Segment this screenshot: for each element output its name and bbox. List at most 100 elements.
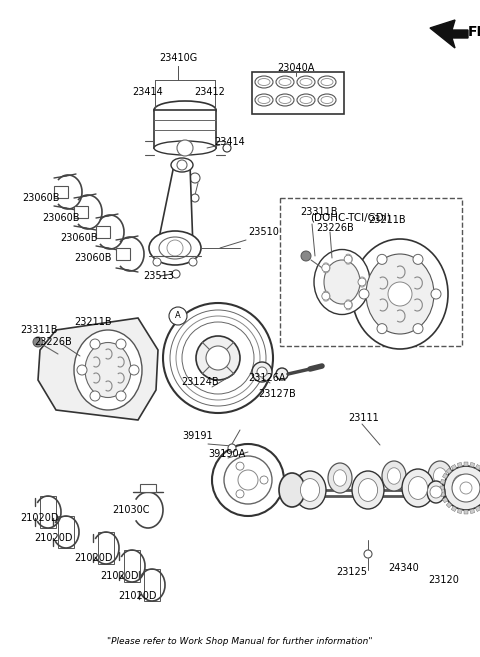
- Bar: [74, 206, 88, 218]
- Circle shape: [129, 365, 139, 375]
- Circle shape: [191, 194, 199, 202]
- Text: 23126A: 23126A: [248, 373, 286, 383]
- Circle shape: [257, 367, 267, 377]
- Ellipse shape: [314, 250, 370, 315]
- Ellipse shape: [276, 76, 294, 88]
- Text: 23414: 23414: [132, 87, 163, 97]
- Circle shape: [196, 336, 240, 380]
- Ellipse shape: [279, 78, 291, 85]
- Polygon shape: [470, 463, 475, 467]
- Text: 23060B: 23060B: [22, 193, 60, 203]
- Ellipse shape: [171, 158, 193, 172]
- Ellipse shape: [328, 463, 352, 493]
- Ellipse shape: [85, 342, 131, 397]
- Ellipse shape: [359, 478, 378, 501]
- Circle shape: [358, 278, 366, 286]
- Text: 23311B: 23311B: [20, 325, 58, 335]
- Text: (DOHC-TCI/GDI): (DOHC-TCI/GDI): [310, 212, 391, 222]
- Text: 21020D: 21020D: [100, 571, 139, 581]
- Polygon shape: [430, 20, 468, 48]
- Bar: [58, 516, 74, 548]
- Circle shape: [236, 490, 244, 498]
- Text: 23060B: 23060B: [42, 213, 80, 223]
- Bar: [140, 484, 156, 492]
- Text: 23412: 23412: [194, 87, 226, 97]
- Circle shape: [276, 368, 288, 380]
- Circle shape: [228, 444, 236, 452]
- Polygon shape: [446, 502, 452, 508]
- Polygon shape: [443, 473, 448, 479]
- Circle shape: [377, 324, 387, 334]
- Circle shape: [167, 240, 183, 256]
- Circle shape: [223, 144, 231, 152]
- Ellipse shape: [352, 471, 384, 509]
- Circle shape: [170, 310, 266, 406]
- Circle shape: [116, 391, 126, 401]
- Ellipse shape: [294, 471, 326, 509]
- Circle shape: [301, 251, 311, 261]
- Text: 23311B: 23311B: [300, 207, 337, 217]
- Text: FR.: FR.: [468, 25, 480, 39]
- Circle shape: [260, 476, 268, 484]
- Polygon shape: [440, 480, 445, 484]
- Bar: [154, 110, 216, 148]
- Ellipse shape: [318, 76, 336, 88]
- Circle shape: [413, 324, 423, 334]
- Circle shape: [344, 301, 352, 309]
- Circle shape: [322, 264, 330, 272]
- Ellipse shape: [255, 94, 273, 106]
- Ellipse shape: [297, 76, 315, 88]
- Text: 24340: 24340: [389, 563, 420, 573]
- Circle shape: [212, 444, 284, 516]
- Circle shape: [377, 254, 387, 264]
- Circle shape: [388, 282, 412, 306]
- Text: 23510: 23510: [248, 227, 279, 237]
- Polygon shape: [38, 318, 158, 420]
- Circle shape: [177, 140, 193, 156]
- Polygon shape: [464, 510, 468, 514]
- Ellipse shape: [279, 97, 291, 104]
- Text: 39191: 39191: [183, 431, 213, 441]
- Text: 23125: 23125: [336, 567, 368, 577]
- Ellipse shape: [159, 237, 191, 259]
- Ellipse shape: [408, 476, 428, 499]
- Polygon shape: [464, 462, 468, 466]
- Ellipse shape: [366, 254, 434, 334]
- Text: 23127B: 23127B: [258, 389, 296, 399]
- Polygon shape: [440, 491, 445, 497]
- Ellipse shape: [452, 474, 471, 497]
- Ellipse shape: [300, 97, 312, 104]
- Text: 21020D: 21020D: [20, 513, 59, 523]
- Text: 21020D: 21020D: [34, 533, 72, 543]
- Circle shape: [206, 346, 230, 370]
- Text: 21030C: 21030C: [112, 505, 149, 515]
- Ellipse shape: [258, 97, 270, 104]
- Circle shape: [224, 456, 272, 504]
- Polygon shape: [475, 464, 480, 470]
- Ellipse shape: [297, 94, 315, 106]
- Circle shape: [176, 316, 260, 400]
- Text: 23124B: 23124B: [181, 377, 219, 387]
- Ellipse shape: [300, 478, 320, 501]
- Circle shape: [116, 339, 126, 349]
- Polygon shape: [470, 509, 475, 514]
- Text: 39190A: 39190A: [208, 449, 245, 459]
- Ellipse shape: [402, 469, 434, 507]
- Text: 23211B: 23211B: [74, 317, 112, 327]
- Circle shape: [344, 255, 352, 263]
- Circle shape: [169, 307, 187, 325]
- Bar: [144, 569, 160, 601]
- Ellipse shape: [74, 330, 142, 410]
- Polygon shape: [457, 509, 462, 514]
- Bar: [124, 550, 140, 582]
- Text: 23111: 23111: [348, 413, 379, 423]
- Polygon shape: [451, 506, 457, 512]
- Polygon shape: [475, 506, 480, 512]
- Ellipse shape: [433, 468, 446, 484]
- Circle shape: [460, 482, 472, 494]
- Ellipse shape: [154, 101, 216, 119]
- Polygon shape: [457, 463, 462, 467]
- Text: "Please refer to Work Shop Manual for further information": "Please refer to Work Shop Manual for fu…: [107, 637, 373, 646]
- Text: 23120: 23120: [429, 575, 459, 585]
- Ellipse shape: [427, 481, 445, 503]
